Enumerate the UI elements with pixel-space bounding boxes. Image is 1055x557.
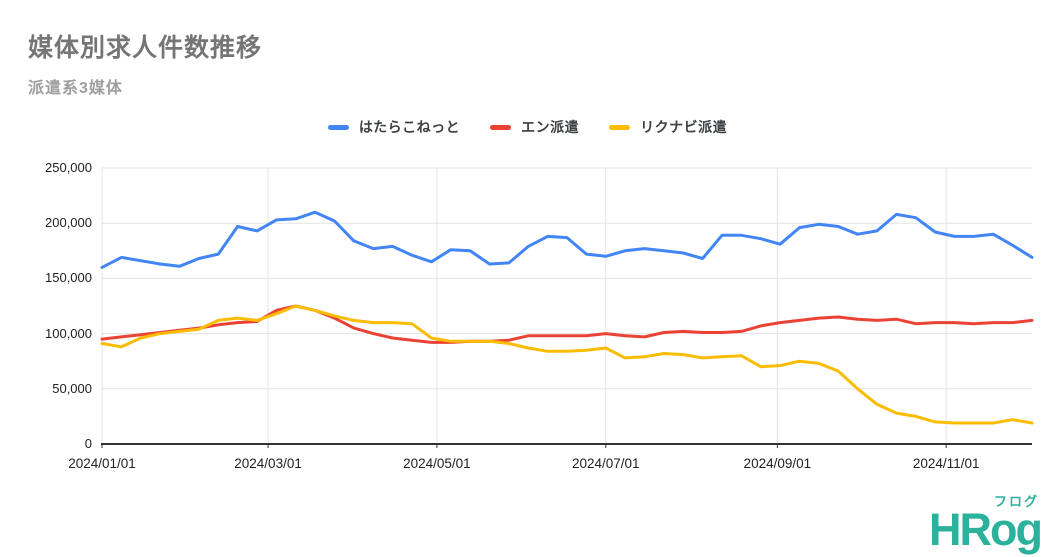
legend-label: エン派遣 — [521, 119, 580, 135]
chart-legend: はたらこねっと エン派遣 リクナビ派遣 — [0, 117, 1055, 137]
legend-label: はたらこねっと — [358, 119, 461, 135]
legend-item-rikunabi-haken[interactable]: リクナビ派遣 — [609, 117, 727, 137]
y-axis-tick-label: 150,000 — [45, 270, 92, 286]
hrog-logo-text: HRog — [929, 504, 1043, 555]
x-axis-tick-label: 2024/09/01 — [743, 456, 812, 471]
chart-subtitle: 派遣系3媒体 — [28, 80, 123, 97]
x-axis-tick-label: 2024/05/01 — [403, 456, 471, 471]
hrog-logo[interactable]: フログ HRog — [901, 491, 1043, 555]
legend-item-en-haken[interactable]: エン派遣 — [490, 117, 579, 137]
y-axis-tick-label: 100,000 — [45, 325, 92, 341]
hrog-logo-kana: フログ — [993, 494, 1039, 509]
chart-title: 媒体別求人件数推移 — [28, 34, 263, 62]
y-axis-tick-label: 200,000 — [45, 215, 92, 231]
x-axis-tick-label: 2024/07/01 — [571, 456, 640, 471]
series-blue-swatch-icon — [327, 124, 349, 130]
x-axis-tick-label: 2024/11/01 — [912, 456, 980, 471]
legend-label: リクナビ派遣 — [640, 119, 728, 135]
series-yellow-swatch-icon — [609, 124, 631, 130]
legend-item-hatarakonet[interactable]: はたらこねっと — [327, 117, 461, 137]
y-axis-tick-label: 0 — [84, 436, 92, 451]
x-axis-tick-label: 2024/03/01 — [234, 456, 302, 471]
series-red-swatch-icon — [490, 124, 512, 130]
y-axis-tick-label: 50,000 — [52, 380, 92, 396]
x-axis-tick-label: 2024/01/01 — [68, 456, 136, 471]
y-axis-tick-label: 250,000 — [45, 160, 92, 175]
